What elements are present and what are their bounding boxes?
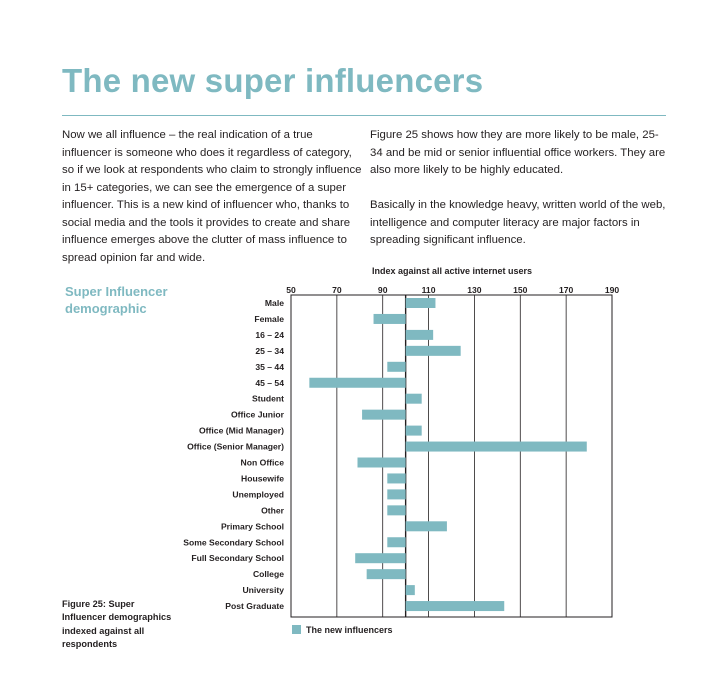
category-label: Non Office [241, 458, 285, 468]
x-tick-label: 110 [422, 285, 436, 295]
category-label: Housewife [241, 473, 284, 483]
category-label: Full Secondary School [191, 553, 284, 563]
bar [405, 601, 505, 612]
bar [387, 489, 406, 500]
x-tick-label: 90 [378, 285, 388, 295]
category-label: Office (Senior Manager) [187, 442, 284, 452]
bar [405, 329, 434, 340]
category-label: 16 – 24 [255, 330, 284, 340]
bar [373, 313, 406, 324]
bar [357, 457, 406, 468]
bar [355, 553, 406, 564]
bar [387, 537, 406, 548]
chart-heading: Super Influencer demographic [65, 284, 168, 316]
category-label: College [253, 569, 284, 579]
bar [362, 409, 406, 420]
x-tick-label: 190 [605, 285, 620, 295]
figure-caption: Figure 25: Super Influencer demographics… [62, 599, 172, 649]
intro-right-column: Figure 25 shows how they are more likely… [370, 127, 670, 250]
category-label: University [242, 585, 284, 595]
category-label: Some Secondary School [183, 537, 284, 547]
tick-labels: 50 70 90 110 130 150 170 190 [286, 285, 619, 295]
intro-right-paragraph-2: Basically in the knowledge heavy, writte… [370, 199, 666, 246]
intro-left-paragraph: Now we all influence – the real indicati… [62, 129, 362, 264]
grid-layer [290, 294, 613, 618]
legend-label: The new influencers [306, 625, 393, 635]
intro-left-column: Now we all influence – the real indicati… [62, 127, 362, 267]
category-label: 45 – 54 [255, 378, 284, 388]
title-divider [62, 115, 666, 116]
category-label: Male [265, 298, 284, 308]
intro-right-paragraph-1: Figure 25 shows how they are more likely… [370, 129, 666, 176]
bar [387, 361, 406, 372]
x-tick-label: 150 [513, 285, 528, 295]
x-tick-label: 70 [332, 285, 342, 295]
category-label: Student [252, 394, 284, 404]
chart-axis-title: Index against all active internet users [372, 266, 532, 276]
bar [405, 441, 587, 452]
bar [405, 425, 422, 436]
bar [405, 298, 436, 308]
category-label: 35 – 44 [255, 362, 284, 372]
bar [309, 377, 406, 388]
x-tick-label: 130 [467, 285, 482, 295]
bar [405, 393, 422, 404]
category-label: 25 – 34 [255, 346, 284, 356]
page-title: The new super influencers [62, 62, 484, 99]
category-label: Office (Mid Manager) [199, 426, 284, 436]
bar [405, 345, 461, 356]
category-label: Post Graduate [225, 601, 284, 611]
category-label: Other [261, 505, 285, 515]
bar [366, 569, 406, 580]
legend-swatch [292, 625, 301, 634]
bar [387, 473, 406, 484]
category-label: Primary School [221, 521, 284, 531]
category-label: Office Junior [231, 410, 285, 420]
category-label: Unemployed [232, 489, 284, 499]
bar [387, 505, 406, 516]
plot-frame [290, 294, 613, 618]
category-label: Female [254, 314, 284, 324]
bar [405, 521, 447, 532]
category-labels: Male Female 16 – 24 25 – 34 35 – 44 45 – 54 St… [183, 298, 284, 611]
x-tick-label: 170 [559, 285, 574, 295]
x-tick-label: 50 [286, 285, 296, 295]
bar [405, 585, 415, 596]
bars [309, 298, 587, 612]
